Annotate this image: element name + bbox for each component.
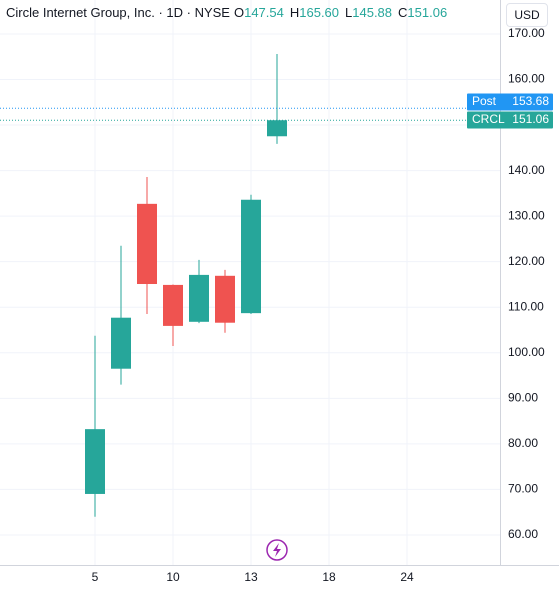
y-tick-label: 80.00 <box>508 436 538 450</box>
y-tick-label: 120.00 <box>508 254 545 268</box>
x-tick-label: 13 <box>244 570 258 584</box>
symbol-title: Circle Internet Group, Inc. · 1D · NYSE <box>6 5 230 20</box>
price-label-name: CRCL <box>472 112 505 126</box>
price-label-box <box>467 111 553 129</box>
candle-body <box>163 284 183 326</box>
candle-body <box>137 203 157 285</box>
price-label-value: 151.06 <box>512 112 549 126</box>
candle-body <box>241 199 261 314</box>
y-tick-label: 110.00 <box>508 299 544 313</box>
events-icon[interactable] <box>266 539 288 561</box>
y-tick-label: 170.00 <box>508 26 545 40</box>
x-tick-label: 24 <box>400 570 414 584</box>
y-tick-label: 130.00 <box>508 208 545 222</box>
y-tick-label: 90.00 <box>508 390 538 404</box>
currency-button[interactable]: USD <box>506 3 548 27</box>
candle-body <box>267 120 287 137</box>
ohlc-value: 145.88 <box>352 5 393 20</box>
candle-body <box>111 317 131 369</box>
price-label-name: Post <box>472 94 497 108</box>
ohlc-value: 147.54 <box>244 5 284 20</box>
ohlc-label: H <box>289 5 300 20</box>
y-tick-label: 160.00 <box>508 72 545 86</box>
candle-body <box>189 274 209 322</box>
y-tick-label: 60.00 <box>508 527 538 541</box>
price-label-value: 153.68 <box>512 94 549 108</box>
ohlc-label: C <box>398 5 408 20</box>
candle-body <box>85 429 105 494</box>
y-tick-label: 140.00 <box>508 163 545 177</box>
y-tick-label: 70.00 <box>508 482 538 496</box>
candle-body <box>215 275 235 323</box>
x-tick-label: 18 <box>322 570 336 584</box>
ohlc-label: O <box>233 5 245 20</box>
ohlc-value: 151.06 <box>407 5 448 20</box>
x-tick-label: 10 <box>166 570 180 584</box>
price-label-box <box>467 93 553 111</box>
legend-header: Circle Internet Group, Inc. · 1D · NYSE O… <box>6 5 458 20</box>
ohlc-value: 165.60 <box>299 5 340 20</box>
y-tick-label: 100.00 <box>508 345 545 359</box>
x-tick-label: 5 <box>92 570 99 584</box>
